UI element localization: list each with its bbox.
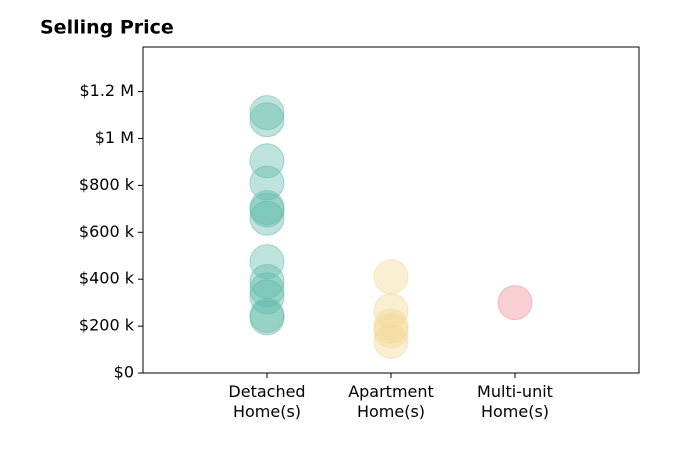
point [249, 143, 285, 179]
point [249, 279, 285, 315]
point [249, 95, 285, 131]
y-tick-label: $400 k [79, 269, 135, 288]
point [373, 308, 409, 344]
point [373, 313, 409, 349]
y-tick-label: $1.2 M [79, 81, 134, 100]
point [373, 293, 409, 329]
x-tick-label: Detached Home(s) [228, 382, 305, 421]
y-tick-label: $600 k [79, 222, 135, 241]
point [249, 244, 285, 280]
point [249, 192, 285, 228]
point [373, 323, 409, 359]
y-tick-label: $0 [114, 363, 134, 382]
point [249, 165, 285, 201]
x-tick-label: Multi-unit Home(s) [477, 382, 553, 421]
y-tick-label: $800 k [79, 175, 135, 194]
point [249, 272, 285, 308]
point [249, 102, 285, 138]
y-tick-label: $1 M [95, 128, 134, 147]
y-tick-label: $200 k [79, 316, 135, 335]
point [373, 259, 409, 295]
point [249, 300, 285, 336]
x-tick-label: Apartment Home(s) [348, 382, 434, 421]
chart-title: Selling Price [40, 17, 174, 39]
point [249, 200, 285, 236]
point [497, 285, 533, 321]
